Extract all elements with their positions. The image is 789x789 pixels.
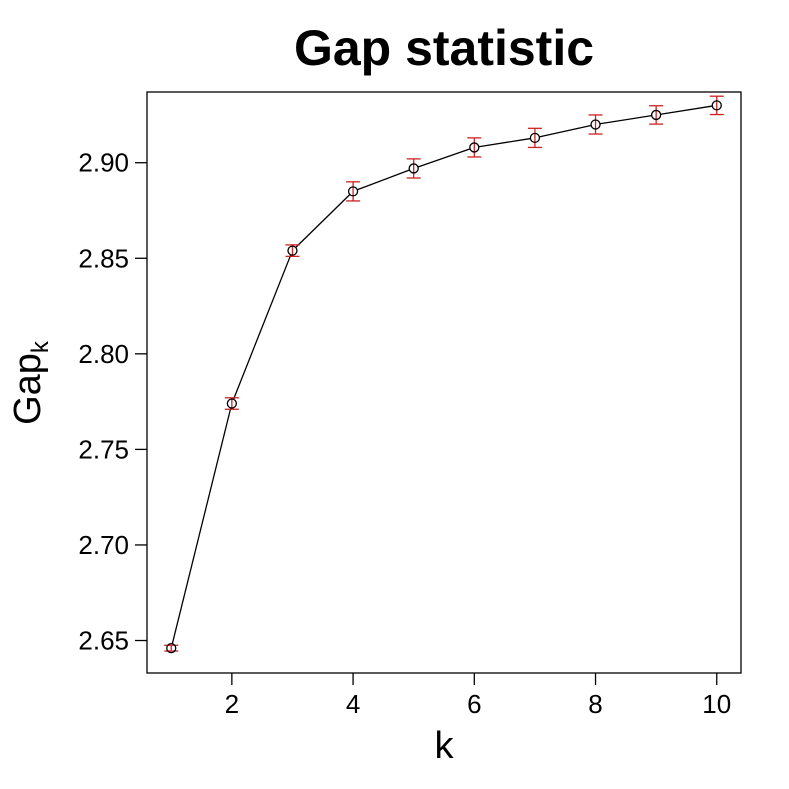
y-axis-label-subscript: k xyxy=(27,340,54,353)
y-axis-label: Gapk xyxy=(7,340,54,425)
error-bar-8 xyxy=(649,105,664,125)
data-point-6 xyxy=(529,132,541,144)
data-point-1 xyxy=(226,398,238,409)
series-segment-4 xyxy=(417,148,471,168)
error-bar-0 xyxy=(164,644,179,652)
x-axis: 2 4 6 8 10 xyxy=(225,673,731,719)
series-segment-3 xyxy=(357,169,410,191)
error-bar-2 xyxy=(285,244,300,258)
data-point-9 xyxy=(711,100,722,111)
series-segment-8 xyxy=(660,105,713,115)
data-point-4 xyxy=(408,163,419,174)
series-segment-5 xyxy=(478,137,531,148)
data-point-5 xyxy=(469,142,480,153)
series-segment-0 xyxy=(171,407,232,644)
y-tick-label-2: 2.75 xyxy=(78,434,129,464)
error-bar-5 xyxy=(467,137,482,158)
x-axis-label: k xyxy=(435,725,455,767)
data-point-2 xyxy=(287,245,298,256)
series-line-group xyxy=(171,105,713,644)
error-bar-1 xyxy=(224,397,239,410)
data-point-8 xyxy=(650,109,662,121)
series-segment-7 xyxy=(599,114,652,125)
error-bar-4 xyxy=(406,158,421,179)
y-tick-label-4: 2.85 xyxy=(78,243,129,273)
y-tick-label-0: 2.65 xyxy=(78,626,129,656)
y-tick-label-1: 2.70 xyxy=(78,530,129,560)
y-axis-label-main: Gap xyxy=(7,353,49,425)
y-axis: 2.65 2.70 2.75 2.80 2.85 2.90 xyxy=(78,148,147,656)
plot-frame xyxy=(146,91,742,674)
x-tick-label-3: 8 xyxy=(588,689,602,719)
data-points-group xyxy=(166,100,722,654)
series-segment-6 xyxy=(539,124,592,138)
y-tick-label-3: 2.80 xyxy=(78,339,129,369)
error-bar-7 xyxy=(588,114,603,135)
x-tick-label-2: 6 xyxy=(467,689,481,719)
error-bar-9 xyxy=(709,95,724,116)
data-point-3 xyxy=(347,186,359,197)
error-bars-group xyxy=(164,95,724,652)
y-tick-label-5: 2.90 xyxy=(78,148,129,178)
x-tick-label-4: 10 xyxy=(702,689,731,719)
error-bar-3 xyxy=(346,181,361,202)
x-tick-label-0: 2 xyxy=(225,689,239,719)
series-segment-1 xyxy=(232,254,292,400)
error-bar-6 xyxy=(527,127,542,149)
data-point-7 xyxy=(590,119,601,130)
series-segment-2 xyxy=(295,194,351,248)
data-point-0 xyxy=(166,643,177,654)
chart-title: Gap statistic xyxy=(294,20,594,76)
x-tick-label-1: 4 xyxy=(346,689,360,719)
